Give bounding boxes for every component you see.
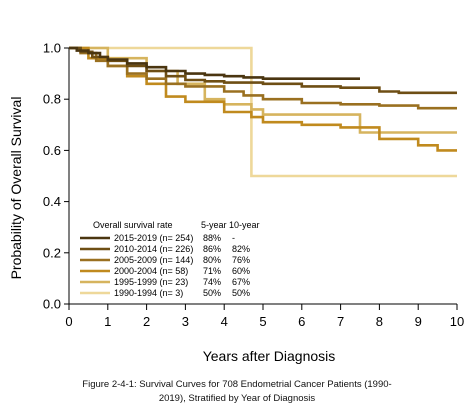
x-tick-label: 8 (376, 314, 383, 329)
x-tick-label: 2 (143, 314, 150, 329)
y-tick-label: 0.4 (43, 194, 61, 209)
x-axis-title: Years after Diagnosis (203, 348, 336, 364)
legend-five-year-2: 86% (203, 244, 221, 254)
legend-series-name-5: 1995-1999 (n= 23) (114, 277, 188, 287)
y-tick-label: 0.8 (43, 92, 61, 107)
x-tick-label: 3 (182, 314, 189, 329)
legend-five-year-4: 71% (203, 266, 221, 276)
x-tick-label: 0 (65, 314, 72, 329)
legend-series-name-1: 2015-2019 (n= 254) (114, 233, 193, 243)
y-axis-title: Probability of Overall Survival (8, 97, 24, 280)
legend-ten-year-1: - (232, 233, 235, 243)
legend-five-year-1: 88% (203, 233, 221, 243)
y-tick-label: 0.0 (43, 297, 61, 312)
legend-header-label: Overall survival rate (93, 220, 173, 230)
legend-five-year-6: 50% (203, 288, 221, 298)
legend-ten-year-6: 50% (232, 288, 250, 298)
survival-curve-3 (69, 46, 457, 110)
survival-curve-1 (69, 46, 360, 80)
x-tick-label: 5 (259, 314, 266, 329)
x-tick-label: 9 (415, 314, 422, 329)
legend-ten-year-2: 82% (232, 244, 250, 254)
figure-caption: Figure 2-4-1: Survival Curves for 708 En… (0, 378, 474, 406)
y-tick-label: 0.2 (43, 245, 61, 260)
caption-line-2: 2019), Stratified by Year of Diagnosis (158, 393, 316, 404)
x-tick-label: 6 (298, 314, 305, 329)
legend-ten-year-4: 60% (232, 266, 250, 276)
x-tick-label: 4 (221, 314, 228, 329)
x-tick-label: 10 (450, 314, 464, 329)
legend-series-name-6: 1990-1994 (n= 3) (114, 288, 183, 298)
legend-series-name-3: 2005-2009 (n= 144) (114, 255, 193, 265)
legend-five-year-5: 74% (203, 277, 221, 287)
legend-ten-year-3: 76% (232, 255, 250, 265)
x-tick-label: 1 (104, 314, 111, 329)
legend-series-name-2: 2010-2014 (n= 226) (114, 244, 193, 254)
legend-ten-year-5: 67% (232, 277, 250, 287)
legend-series-name-4: 2000-2004 (n= 58) (114, 266, 188, 276)
caption-line-1: Figure 2-4-1: Survival Curves for 708 En… (82, 379, 392, 390)
legend-five-year-3: 80% (203, 255, 221, 265)
legend-header-5yr: 5-year (201, 220, 227, 230)
x-tick-label: 7 (337, 314, 344, 329)
y-tick-label: 0.6 (43, 143, 61, 158)
legend-header-10yr: 10-year (229, 220, 260, 230)
y-tick-label: 1.0 (43, 41, 61, 56)
